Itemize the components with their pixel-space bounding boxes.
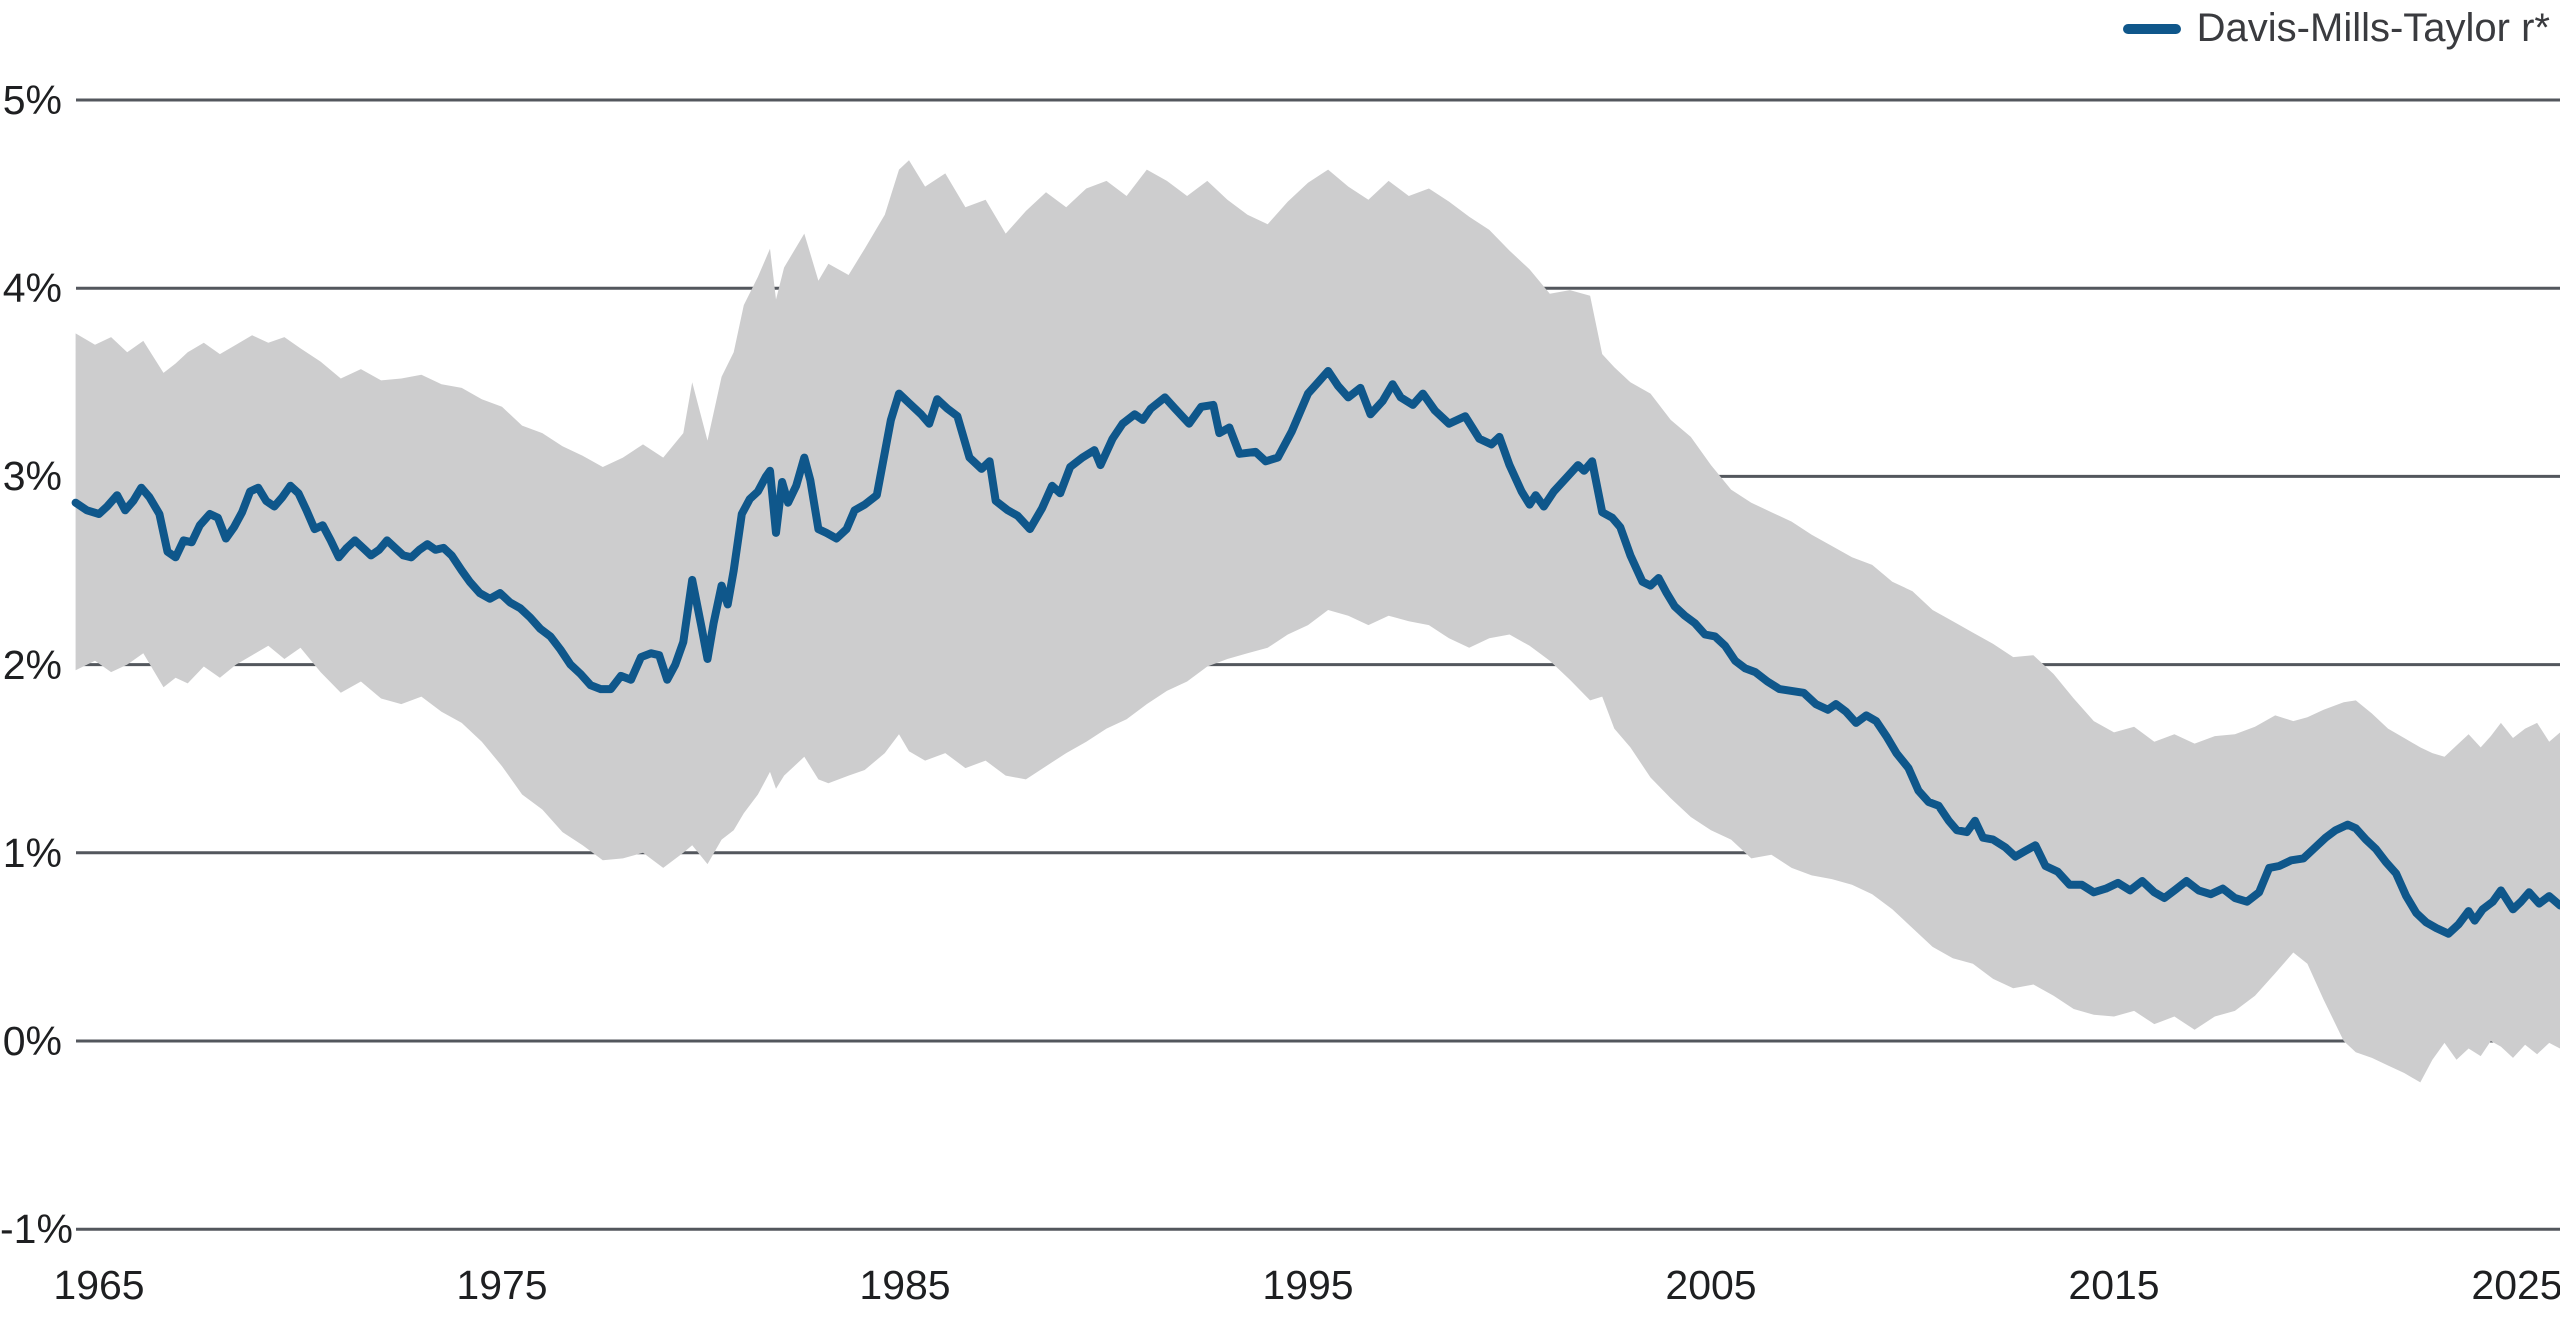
legend-series-label: Davis-Mills-Taylor r*: [2196, 6, 2550, 50]
y-tick-label: 5%: [2, 77, 62, 123]
x-tick-label: 1965: [53, 1262, 145, 1308]
x-tick-label: 2025: [2471, 1262, 2560, 1308]
x-tick-label: 1985: [859, 1262, 951, 1308]
y-tick-label: 3%: [2, 453, 62, 500]
y-tick-label: 2%: [2, 641, 62, 688]
confidence-band-area: [75, 160, 2560, 1083]
y-tick-label: -1%: [0, 1206, 73, 1253]
x-tick-label: 2015: [2068, 1262, 2160, 1308]
rstar-line: [71, 367, 2560, 938]
y-tick-label: 4%: [2, 265, 62, 312]
legend: Davis-Mills-Taylor r*: [2122, 6, 2550, 51]
x-tick-label: 1995: [1262, 1262, 1354, 1308]
legend-line-swatch: [2122, 23, 2181, 34]
x-tick-label: 2005: [1665, 1262, 1757, 1308]
x-tick-label: 1975: [456, 1262, 548, 1308]
y-tick-label: 0%: [2, 1018, 62, 1064]
y-tick-label: 1%: [2, 829, 62, 876]
